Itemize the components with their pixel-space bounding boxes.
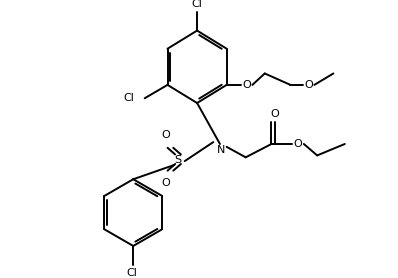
Text: O: O [271, 110, 280, 120]
Text: Cl: Cl [127, 268, 138, 278]
Text: O: O [242, 80, 251, 90]
Text: Cl: Cl [192, 0, 203, 9]
Text: S: S [174, 155, 181, 165]
Text: O: O [294, 139, 302, 149]
Text: O: O [304, 80, 313, 90]
Text: O: O [161, 130, 170, 140]
Text: N: N [217, 145, 225, 155]
Text: Cl: Cl [123, 93, 134, 103]
Text: O: O [161, 178, 170, 188]
